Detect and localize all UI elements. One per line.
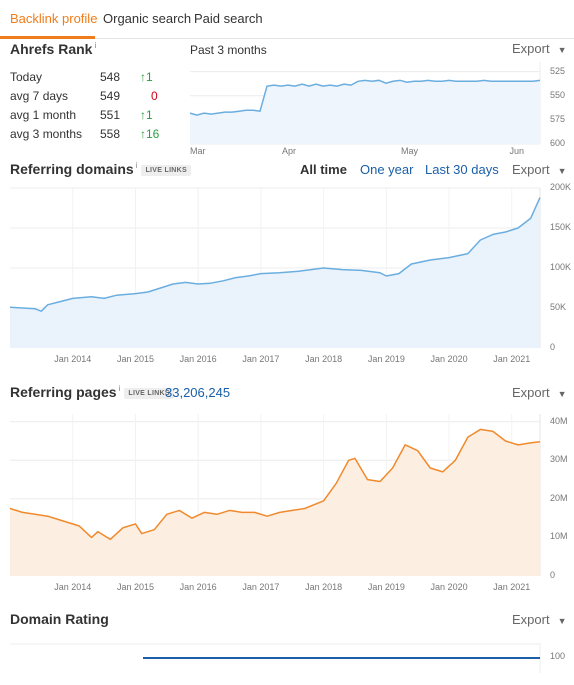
x-tick-label: Jan 2014 bbox=[54, 354, 92, 364]
x-tick-label: Jan 2021 bbox=[493, 354, 531, 364]
info-icon[interactable]: i bbox=[94, 41, 97, 51]
y-tick-label: 200K bbox=[550, 182, 572, 192]
y-tick-label: 30M bbox=[550, 454, 568, 465]
y-tick-label: 525 bbox=[550, 65, 566, 76]
rank-row-delta: 0 bbox=[151, 89, 158, 103]
live-links-badge: LIVE LINKS bbox=[141, 164, 191, 176]
domain-rating-title: Domain Rating bbox=[10, 611, 109, 627]
referring-pages-title: Referring pages i LIVE LINKS bbox=[10, 384, 174, 400]
domain-rating-chart bbox=[10, 643, 541, 673]
x-tick-label: Jan 2017 bbox=[242, 354, 280, 364]
chevron-down-icon: ▼ bbox=[557, 45, 567, 55]
chevron-down-icon: ▼ bbox=[557, 616, 567, 626]
y-tick-label: 10M bbox=[550, 531, 568, 542]
chevron-down-icon: ▼ bbox=[557, 166, 567, 176]
x-tick-label: Jan 2015 bbox=[116, 354, 154, 364]
referring-pages-chart bbox=[9, 414, 541, 576]
x-tick-label: Jan 2014 bbox=[54, 582, 92, 592]
x-tick-label: Jan 2018 bbox=[305, 354, 343, 364]
dr-y-tick: 100 bbox=[550, 651, 566, 661]
tab-backlink-profile[interactable]: Backlink profile bbox=[10, 11, 98, 26]
x-tick-label: Jan 2021 bbox=[493, 582, 531, 592]
series-area bbox=[10, 429, 540, 576]
ahrefs-rank-title-text: Ahrefs Rank bbox=[10, 41, 93, 57]
rank-row-value: 558 bbox=[99, 127, 120, 141]
x-tick-label: Mar bbox=[190, 146, 206, 156]
info-icon[interactable]: i bbox=[118, 384, 121, 394]
y-tick-label: 550 bbox=[550, 89, 566, 100]
export-label: Export bbox=[512, 385, 550, 400]
rank-row-label: avg 3 months bbox=[10, 127, 83, 141]
x-tick-label: Jan 2020 bbox=[430, 354, 468, 364]
live-links-badge: LIVE LINKS bbox=[124, 387, 174, 399]
chevron-down-icon: ▼ bbox=[557, 389, 567, 399]
export-label: Export bbox=[512, 162, 550, 177]
series-area bbox=[10, 197, 540, 348]
rank-row-delta: ↑1 bbox=[140, 70, 153, 84]
info-icon[interactable]: i bbox=[135, 161, 138, 171]
x-tick-label: Jun bbox=[509, 146, 525, 156]
y-tick-label: 0 bbox=[550, 570, 556, 580]
y-tick-label: 20M bbox=[550, 492, 568, 503]
rank-row-value: 551 bbox=[99, 108, 120, 122]
series-line bbox=[9, 197, 541, 312]
rank-row-label: avg 7 days bbox=[10, 89, 69, 103]
y-tick-label: 50K bbox=[550, 302, 567, 312]
ahrefs-rank-title: Ahrefs Rank i bbox=[10, 41, 96, 57]
period-label: Past 3 months bbox=[190, 43, 267, 57]
x-tick-label: Jan 2015 bbox=[116, 582, 154, 592]
tab-organic-search[interactable]: Organic search bbox=[103, 11, 192, 26]
x-tick-label: May bbox=[401, 146, 419, 156]
y-tick-label: 0 bbox=[550, 342, 556, 352]
x-tick-label: Jan 2018 bbox=[305, 582, 343, 592]
tab-bar: Backlink profile Organic search Paid sea… bbox=[0, 0, 574, 39]
referring-domains-chart bbox=[9, 187, 541, 348]
range-all-time[interactable]: All time bbox=[300, 162, 347, 177]
rank-area bbox=[190, 80, 540, 144]
ahrefs-rank-export-button[interactable]: Export ▼ bbox=[512, 41, 567, 56]
export-label: Export bbox=[512, 41, 550, 56]
x-tick-label: Jan 2020 bbox=[430, 582, 468, 592]
y-tick-label: 600 bbox=[550, 138, 566, 148]
y-tick-label: 40M bbox=[550, 415, 568, 426]
series-line bbox=[9, 428, 541, 541]
range-last-30-days[interactable]: Last 30 days bbox=[425, 162, 499, 177]
y-tick-label: 150K bbox=[550, 222, 572, 232]
ahrefs-rank-chart bbox=[189, 62, 541, 145]
rank-row-value: 549 bbox=[99, 89, 120, 103]
y-tick-label: 575 bbox=[550, 113, 566, 124]
rank-row-delta: ↑1 bbox=[140, 108, 153, 122]
referring-domains-title-text: Referring domains bbox=[10, 161, 134, 177]
x-tick-label: Jan 2019 bbox=[367, 354, 405, 364]
tab-paid-search[interactable]: Paid search bbox=[194, 11, 263, 26]
export-label: Export bbox=[512, 612, 550, 627]
rank-row-label: Today bbox=[10, 70, 43, 84]
referring-pages-title-text: Referring pages bbox=[10, 384, 117, 400]
x-tick-label: Jan 2019 bbox=[367, 582, 405, 592]
x-tick-label: Jan 2016 bbox=[179, 354, 217, 364]
referring-pages-count: 33,206,245 bbox=[165, 385, 231, 400]
rank-row-delta: ↑16 bbox=[140, 127, 160, 141]
active-tab-indicator bbox=[0, 36, 95, 39]
x-tick-label: Apr bbox=[282, 146, 297, 156]
range-one-year[interactable]: One year bbox=[360, 162, 414, 177]
rank-row-label: avg 1 month bbox=[10, 108, 77, 122]
referring-pages-export-button[interactable]: Export ▼ bbox=[512, 385, 567, 400]
referring-domains-export-button[interactable]: Export ▼ bbox=[512, 162, 567, 177]
domain-rating-export-button[interactable]: Export ▼ bbox=[512, 612, 567, 627]
x-tick-label: Jan 2016 bbox=[179, 582, 217, 592]
rank-line bbox=[189, 79, 541, 116]
y-tick-label: 100K bbox=[550, 262, 572, 272]
x-tick-label: Jan 2017 bbox=[242, 582, 280, 592]
rank-row-value: 548 bbox=[99, 70, 120, 84]
referring-domains-title: Referring domains i LIVE LINKS bbox=[10, 161, 191, 177]
